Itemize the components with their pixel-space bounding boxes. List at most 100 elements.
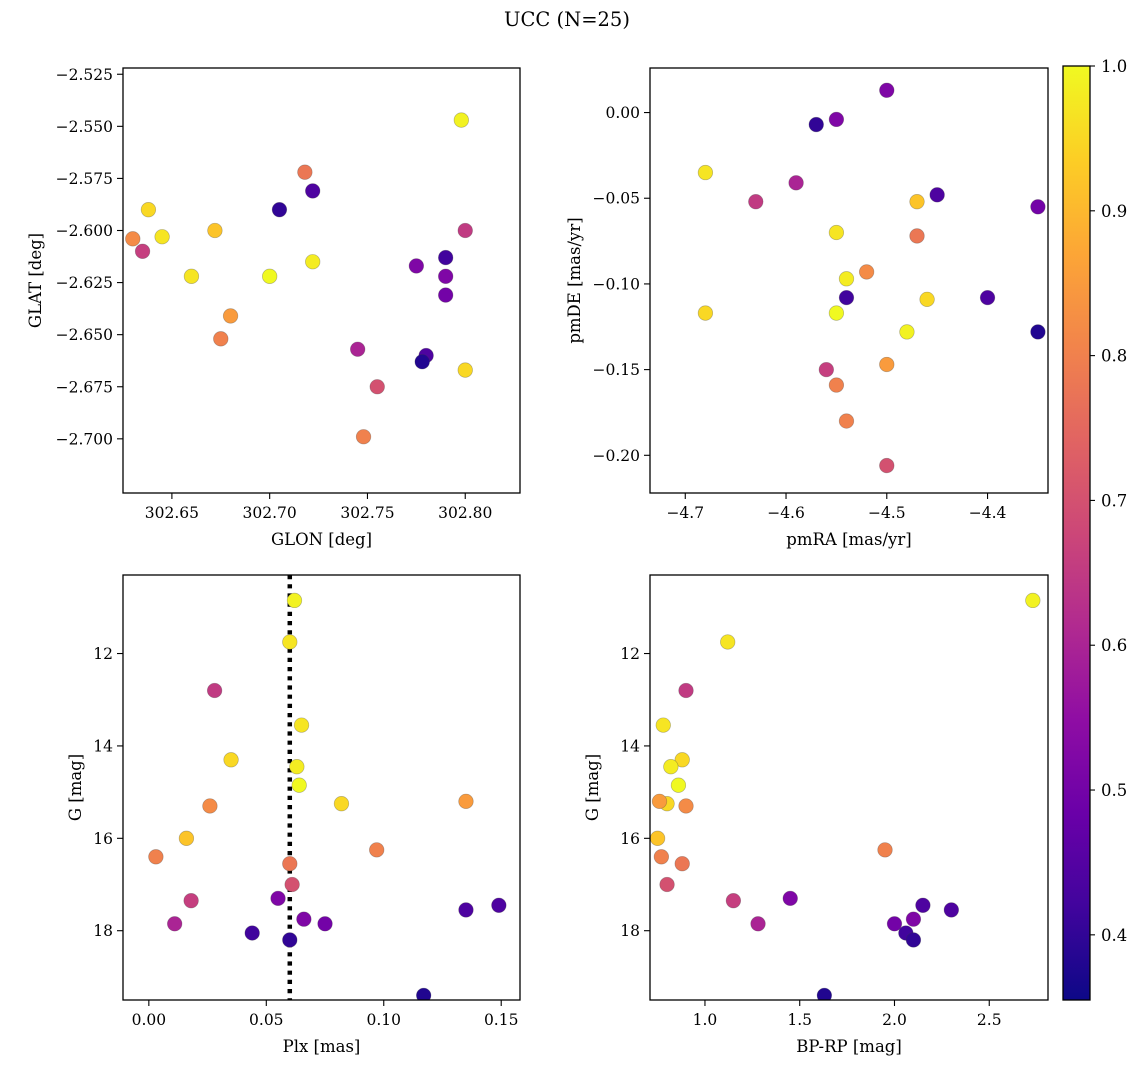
x-tick-label: −4.5	[868, 504, 906, 522]
scatter-point	[748, 194, 764, 210]
scatter-point	[271, 202, 288, 218]
figure-title: UCC (N=25)	[504, 8, 630, 31]
colorbar-tick-label: 0.4	[1101, 926, 1127, 945]
scatter-point	[213, 331, 229, 347]
x-tick-label: −4.4	[969, 504, 1007, 522]
x-tick-label: 0.10	[366, 1011, 401, 1029]
xlabel-pm: pmRA [mas/yr]	[786, 530, 911, 549]
scatter-point	[650, 830, 666, 846]
scatter-point	[458, 902, 474, 918]
scatter-point	[828, 305, 845, 321]
colorbar: 1.0 0.9 0.8 0.7 0.6 0.5 0.4	[1062, 57, 1127, 1001]
scatter-point	[909, 228, 925, 244]
scatter-point	[206, 682, 223, 699]
scatter-point	[293, 717, 310, 733]
ylabel-glon-glat: GLAT [deg]	[26, 233, 45, 328]
scatter-points-plx-g	[148, 592, 507, 1000]
scatter-points-bprp-g	[650, 592, 1041, 1000]
scatter-point	[202, 798, 218, 814]
scatter-points-pm	[697, 82, 1046, 474]
y-tick-label: −2.700	[56, 430, 113, 448]
scatter-point	[244, 925, 260, 941]
scatter-point	[350, 341, 366, 357]
xlabel-plx-g: Plx [mas]	[283, 1037, 361, 1056]
scatter-point	[838, 271, 855, 287]
scatter-point	[838, 289, 855, 306]
scatter-point	[414, 354, 430, 370]
scatter-point	[317, 916, 333, 932]
scatter-point	[207, 222, 223, 239]
x-tick-label: 2.5	[977, 1011, 1002, 1029]
scatter-point	[782, 890, 798, 907]
scatter-point	[167, 916, 183, 932]
scatter-point	[929, 187, 945, 203]
panel-bprp-g: 1.0 1.5 2.0 2.5 12 14 16 18 BP-RP [mag] G [mag]	[583, 574, 1049, 1056]
scatter-point	[286, 592, 303, 609]
scatter-point	[1025, 592, 1041, 609]
y-tick-label: −2.550	[56, 118, 113, 136]
y-tick-label: −2.575	[56, 170, 113, 188]
scatter-point	[697, 164, 714, 181]
scatter-point	[453, 112, 469, 128]
scatter-point	[720, 634, 736, 650]
xlabel-glon-glat: GLON [deg]	[271, 530, 372, 549]
scatter-point	[369, 842, 385, 858]
ylabel-bprp-g: G [mag]	[583, 754, 602, 821]
y-tick-label: 12	[620, 645, 640, 663]
y-tick-label: 16	[620, 830, 640, 848]
scatter-point	[333, 796, 350, 812]
scatter-point	[828, 377, 845, 393]
scatter-point	[148, 849, 164, 865]
scatter-point	[678, 682, 694, 699]
x-tick-label: 0.05	[249, 1011, 284, 1029]
scatter-point	[305, 254, 321, 270]
scatter-point	[651, 793, 668, 810]
scatter-point	[291, 777, 307, 793]
scatter-point	[828, 224, 845, 241]
ylabel-plx-g: G [mag]	[66, 754, 85, 821]
scatter-point	[838, 413, 855, 429]
scatter-point	[979, 289, 996, 306]
xlabel-bprp-g: BP-RP [mag]	[796, 1037, 902, 1056]
x-tick-label: 302.70	[243, 504, 297, 522]
scatter-point	[284, 876, 300, 893]
x-tick-label: 302.80	[438, 504, 492, 522]
scatter-point	[653, 849, 670, 865]
scatter-point	[270, 890, 286, 907]
scatter-point	[262, 268, 278, 284]
x-tick-label: 0.15	[484, 1011, 519, 1029]
scatter-point	[915, 897, 931, 913]
scatter-point	[289, 759, 305, 775]
axes-frame-glon-glat	[122, 67, 521, 494]
scatter-point	[408, 258, 424, 274]
y-tick-label: 14	[93, 737, 113, 755]
scatter-point	[919, 291, 935, 308]
y-tick-label: −0.20	[593, 447, 641, 465]
scatter-points-glon-glat	[125, 112, 473, 445]
x-tick-label: 1.5	[787, 1011, 812, 1029]
colorbar-tick-label: 0.9	[1101, 202, 1127, 221]
scatter-point	[223, 752, 239, 768]
scatter-point	[369, 379, 385, 395]
colorbar-tick-label: 1.0	[1101, 57, 1127, 76]
x-tick-label: 2.0	[882, 1011, 907, 1029]
colorbar-tick-label: 0.7	[1101, 491, 1127, 510]
ylabel-pm: pmDE [mas/yr]	[565, 217, 584, 343]
scatter-point	[416, 987, 432, 1000]
scatter-point	[816, 987, 833, 1000]
scatter-point	[899, 324, 915, 340]
scatter-point	[879, 82, 895, 98]
scatter-point	[818, 361, 834, 378]
scatter-point	[697, 305, 714, 321]
axes-frame-pm	[649, 67, 1049, 494]
scatter-point	[905, 932, 922, 948]
scatter-point	[125, 231, 141, 247]
y-tick-label: −0.10	[593, 275, 641, 293]
scatter-point	[438, 287, 454, 303]
y-tick-label: 12	[93, 645, 113, 663]
y-tick-label: 18	[93, 922, 113, 940]
scatter-point	[674, 752, 690, 768]
scatter-point	[305, 183, 321, 199]
scatter-point	[725, 893, 742, 909]
